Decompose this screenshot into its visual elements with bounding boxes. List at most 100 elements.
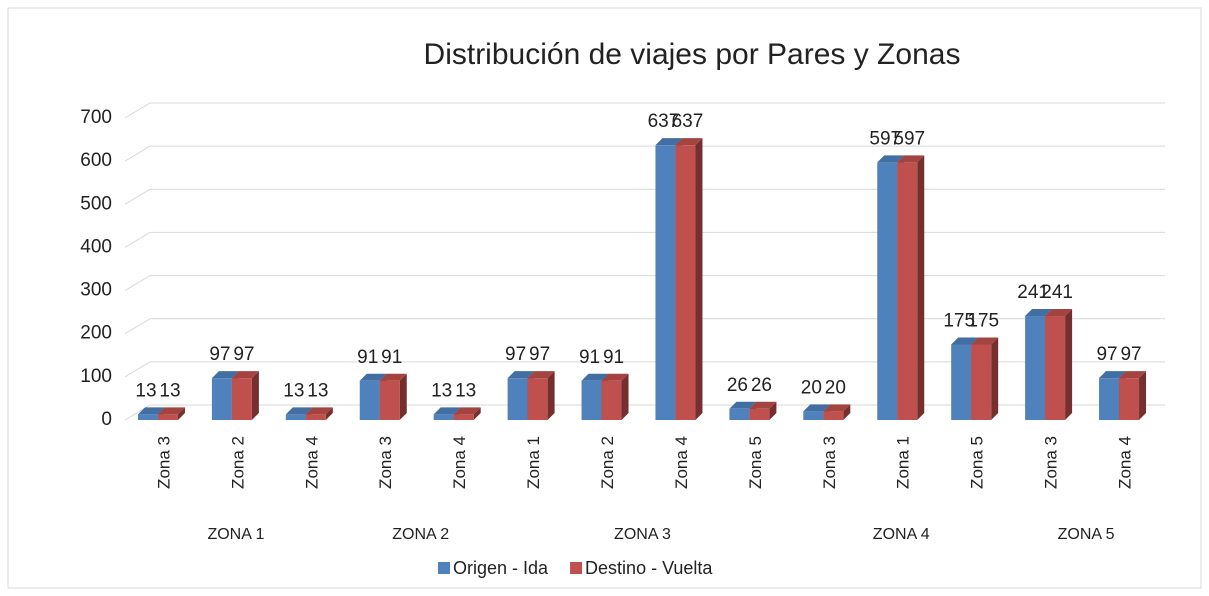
bar bbox=[379, 373, 407, 420]
x-tick-label: Zona 3 bbox=[154, 436, 173, 489]
data-label: 97 bbox=[233, 344, 254, 365]
bar-front bbox=[749, 408, 770, 420]
bar-top bbox=[507, 371, 535, 379]
group-label: ZONA 4 bbox=[873, 526, 930, 543]
bar-top bbox=[527, 371, 555, 379]
bar-side bbox=[547, 371, 555, 420]
bar-side bbox=[843, 404, 851, 420]
bar-front bbox=[1045, 316, 1066, 420]
grid-line bbox=[124, 102, 1165, 119]
bar-front bbox=[305, 414, 326, 420]
bar-top bbox=[675, 138, 703, 146]
data-label: 597 bbox=[869, 128, 901, 149]
data-label: 13 bbox=[135, 380, 156, 401]
grid-line bbox=[124, 231, 1165, 248]
x-tick-label: Zona 4 bbox=[450, 436, 469, 489]
bar bbox=[157, 407, 185, 420]
bar-front bbox=[655, 145, 676, 420]
data-label: 91 bbox=[357, 347, 378, 368]
bar-side bbox=[917, 155, 925, 421]
chart-border bbox=[7, 7, 1202, 589]
data-label: 97 bbox=[1120, 344, 1141, 365]
bar bbox=[527, 371, 555, 420]
bar bbox=[231, 371, 259, 420]
bar-top bbox=[1025, 309, 1053, 317]
bar-front bbox=[507, 378, 528, 420]
bar-top bbox=[379, 373, 407, 381]
data-label: 97 bbox=[529, 344, 550, 365]
bar bbox=[897, 155, 925, 421]
x-tick-label: Zona 2 bbox=[598, 436, 617, 489]
grid-line bbox=[124, 145, 1165, 162]
data-label: 13 bbox=[307, 380, 328, 401]
data-label: 175 bbox=[967, 311, 999, 332]
bar-top bbox=[1119, 371, 1147, 379]
bar-top bbox=[305, 407, 333, 415]
bar-side bbox=[1065, 309, 1073, 420]
grid-line bbox=[124, 275, 1165, 292]
bar-side bbox=[177, 407, 185, 420]
group-label: ZONA 5 bbox=[1058, 526, 1115, 543]
x-tick-label: Zona 4 bbox=[672, 436, 691, 489]
y-tick-label: 100 bbox=[80, 366, 112, 387]
data-label: 91 bbox=[579, 347, 600, 368]
bar-top bbox=[581, 373, 609, 381]
data-label: 20 bbox=[825, 377, 846, 398]
bar-front bbox=[971, 344, 992, 420]
x-tick-label: Zona 4 bbox=[1116, 436, 1135, 489]
y-tick-label: 500 bbox=[80, 193, 112, 214]
bar-top bbox=[897, 155, 925, 163]
legend-swatch bbox=[570, 562, 583, 574]
bar bbox=[1045, 309, 1073, 420]
bar-side bbox=[991, 337, 999, 420]
y-tick-label: 400 bbox=[80, 236, 112, 257]
bar-front bbox=[581, 380, 602, 420]
bar-front bbox=[453, 414, 474, 420]
group-label: ZONA 3 bbox=[614, 526, 671, 543]
bar bbox=[305, 407, 333, 420]
bar-top bbox=[729, 401, 757, 409]
group-label: ZONA 2 bbox=[392, 526, 449, 543]
bar-side bbox=[251, 371, 259, 420]
bar bbox=[971, 337, 999, 420]
bar-side bbox=[473, 407, 481, 420]
bar-front bbox=[897, 162, 918, 421]
bar-top bbox=[1099, 371, 1127, 379]
bar-top bbox=[803, 404, 831, 412]
y-tick-label: 700 bbox=[80, 107, 112, 128]
bar-front bbox=[359, 380, 380, 420]
bar bbox=[1119, 371, 1147, 420]
data-label: 97 bbox=[209, 344, 230, 365]
bar-front bbox=[729, 408, 750, 420]
bar bbox=[749, 401, 777, 420]
bar-front bbox=[1025, 316, 1046, 420]
bar-top bbox=[971, 337, 999, 345]
data-label: 91 bbox=[603, 347, 624, 368]
bar-top bbox=[137, 407, 165, 415]
bar-front bbox=[157, 414, 178, 420]
bar-side bbox=[399, 373, 407, 420]
y-tick-label: 300 bbox=[80, 280, 112, 301]
bar bbox=[675, 138, 703, 420]
data-label: 97 bbox=[1096, 344, 1117, 365]
data-label: 13 bbox=[455, 380, 476, 401]
x-tick-label: Zona 5 bbox=[968, 436, 987, 489]
bar-top bbox=[601, 373, 629, 381]
group-label: ZONA 1 bbox=[207, 526, 264, 543]
bar-top bbox=[157, 407, 185, 415]
x-tick-label: Zona 2 bbox=[228, 436, 247, 489]
data-label: 13 bbox=[283, 380, 304, 401]
x-tick-label: Zona 3 bbox=[820, 436, 839, 489]
legend-swatch bbox=[438, 562, 450, 574]
x-tick-label: Zona 1 bbox=[894, 436, 913, 489]
legend-label: Origen - Ida bbox=[453, 558, 549, 578]
legend-label: Destino - Vuelta bbox=[585, 558, 713, 578]
bar-side bbox=[325, 407, 333, 420]
bar-front bbox=[285, 414, 306, 420]
bar bbox=[823, 404, 851, 420]
bar-top bbox=[655, 138, 683, 146]
data-label: 597 bbox=[893, 128, 925, 149]
data-label: 26 bbox=[751, 375, 772, 396]
bar-front bbox=[601, 380, 622, 420]
